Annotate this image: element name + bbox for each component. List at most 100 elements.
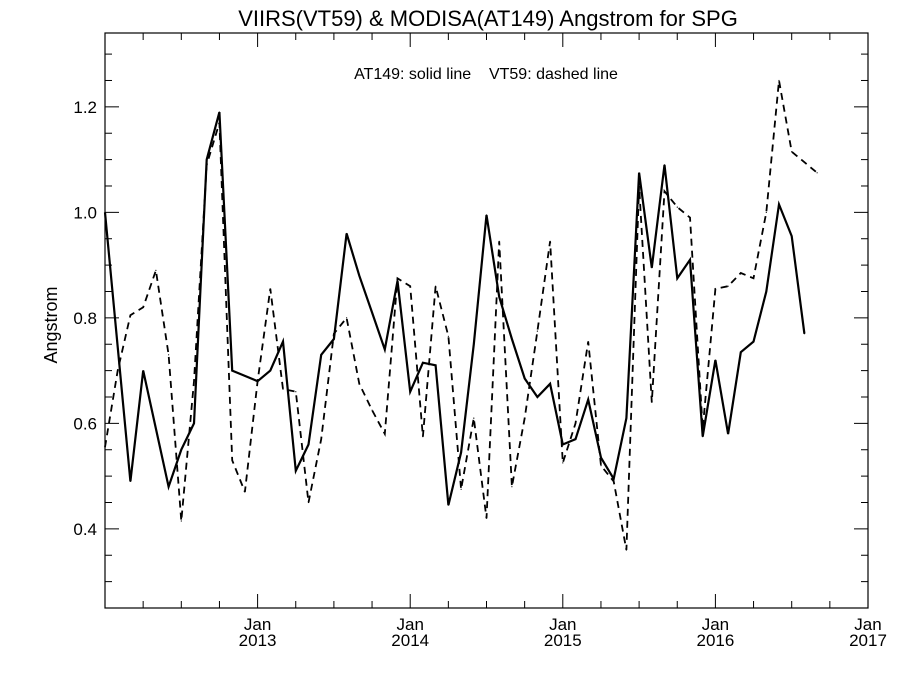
data-point-at149 — [587, 399, 589, 401]
data-point-vt59 — [282, 388, 284, 390]
data-point-at149 — [269, 370, 271, 372]
data-point-at149 — [231, 370, 233, 372]
data-point-vt59 — [574, 422, 577, 424]
data-point-vt59 — [384, 433, 386, 435]
x-tick-label-month: Jan — [396, 615, 423, 634]
x-tick-label-month: Jan — [854, 615, 881, 634]
data-point-vt59 — [358, 383, 360, 385]
data-point-vt59 — [206, 164, 208, 166]
data-point-vt59 — [447, 335, 449, 337]
data-point-at149 — [676, 277, 678, 279]
data-point-vt59 — [524, 417, 526, 419]
series-line-at149 — [103, 111, 806, 506]
data-point-at149 — [422, 362, 424, 364]
data-point-vt59 — [511, 486, 513, 488]
data-point-vt59 — [409, 285, 411, 287]
data-point-vt59 — [244, 491, 246, 493]
data-point-vt59 — [485, 517, 488, 519]
series-layer — [103, 79, 818, 551]
data-point-at149 — [727, 433, 729, 435]
data-point-vt59 — [600, 465, 602, 467]
data-point-at149 — [409, 391, 411, 393]
data-point-vt59 — [778, 79, 780, 82]
data-point-at149 — [511, 338, 513, 340]
data-point-at149 — [613, 478, 615, 480]
data-point-at149 — [651, 267, 653, 269]
data-point-vt59 — [663, 190, 666, 192]
data-point-vt59 — [257, 380, 259, 382]
data-point-at149 — [702, 436, 704, 438]
data-point-at149 — [752, 341, 755, 343]
data-point-vt59 — [702, 428, 704, 430]
data-point-at149 — [536, 396, 539, 398]
data-point-at149 — [129, 480, 131, 482]
data-point-at149 — [435, 364, 437, 366]
chart-title: VIIRS(VT59) & MODISA(AT149) Angstrom for… — [238, 6, 738, 31]
data-point-at149 — [371, 312, 373, 314]
x-tick-label-year: 2014 — [391, 631, 429, 650]
data-point-vt59 — [625, 549, 628, 551]
x-tick-label-month: Jan — [549, 615, 576, 634]
legend-annotation: AT149: solid line VT59: dashed line — [354, 66, 618, 83]
data-point-vt59 — [536, 330, 539, 332]
x-tick-label-month: Jan — [244, 615, 271, 634]
data-point-at149 — [524, 377, 526, 380]
data-point-at149 — [625, 417, 628, 419]
data-point-at149 — [549, 383, 551, 385]
data-point-at149 — [765, 290, 767, 293]
data-point-at149 — [307, 443, 310, 446]
y-tick-label: 0.6 — [73, 414, 97, 433]
x-tick-label-year: 2015 — [544, 631, 582, 650]
data-point-vt59 — [816, 172, 818, 174]
data-point-at149 — [498, 296, 500, 298]
data-point-at149 — [485, 214, 488, 216]
data-point-vt59 — [460, 488, 462, 490]
y-axis-label: Angstrom — [41, 286, 61, 363]
x-tick-label-year: 2016 — [696, 631, 734, 650]
data-point-vt59 — [269, 288, 271, 290]
data-point-vt59 — [791, 151, 793, 153]
data-point-at149 — [206, 159, 208, 161]
data-point-vt59 — [295, 391, 297, 393]
data-point-vt59 — [638, 185, 640, 187]
data-point-vt59 — [129, 314, 131, 316]
data-point-vt59 — [117, 370, 119, 372]
data-point-at149 — [295, 470, 297, 472]
data-point-vt59 — [168, 354, 170, 356]
x-tick-label-year: 2017 — [849, 631, 887, 650]
data-point-vt59 — [714, 288, 717, 290]
data-point-at149 — [358, 275, 360, 277]
data-point-vt59 — [371, 409, 373, 411]
data-point-vt59 — [396, 277, 399, 279]
y-tick-label: 1.2 — [73, 98, 97, 117]
data-point-at149 — [384, 348, 386, 351]
data-point-at149 — [155, 428, 157, 430]
data-point-at149 — [574, 438, 577, 440]
data-point-vt59 — [320, 438, 322, 440]
x-tick-label-year: 2013 — [239, 631, 277, 650]
x-tick-label-month: Jan — [702, 615, 729, 634]
data-point-at149 — [714, 359, 717, 361]
data-point-at149 — [346, 232, 348, 235]
data-point-at149 — [180, 449, 182, 451]
data-point-vt59 — [740, 272, 742, 274]
data-point-at149 — [473, 343, 475, 345]
data-point-at149 — [803, 333, 806, 335]
y-tick-label: 0.4 — [73, 520, 97, 539]
data-point-vt59 — [498, 240, 500, 242]
y-tick-label: 1.0 — [73, 203, 97, 222]
data-point-vt59 — [752, 277, 755, 279]
data-point-at149 — [663, 164, 666, 166]
data-point-vt59 — [180, 520, 182, 522]
data-point-vt59 — [613, 480, 615, 482]
data-point-vt59 — [231, 459, 233, 461]
data-point-at149 — [447, 504, 449, 506]
data-point-at149 — [244, 375, 246, 377]
data-point-vt59 — [803, 161, 806, 163]
data-point-vt59 — [562, 462, 564, 464]
data-point-at149 — [218, 111, 220, 113]
data-point-vt59 — [346, 317, 348, 319]
data-point-vt59 — [422, 436, 424, 438]
data-point-at149 — [333, 338, 335, 340]
